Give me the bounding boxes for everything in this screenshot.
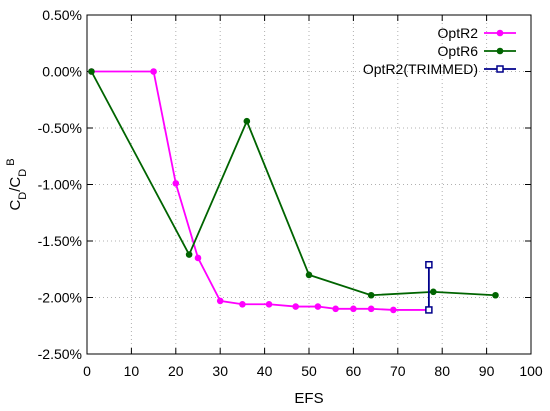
series-optr2 [88, 68, 433, 314]
y-tick-label: -2.50% [38, 346, 82, 362]
x-tick-label: 20 [168, 363, 184, 379]
axis-tick-labels: 0 10 20 30 40 50 60 70 80 90 100 -2.50% -2.00% -1.50%… [38, 7, 543, 379]
data-point-optr6 [430, 288, 437, 296]
legend-label: OptR6 [438, 43, 479, 59]
legend-item-optr2-trimmed: OptR2(TRIMMED) [363, 61, 516, 77]
data-point-optr2 [172, 180, 180, 187]
y-tick-label: -0.50% [38, 120, 82, 136]
data-point-optr2 [332, 305, 339, 313]
data-point-optr6 [185, 251, 193, 258]
y-axis-title-sup: B [5, 158, 17, 165]
legend-item-optr6: OptR6 [438, 43, 516, 59]
x-tick-label: 10 [124, 363, 140, 379]
series-optr6 [88, 68, 499, 299]
axis-ticks [86, 14, 532, 355]
data-point-optr2 [350, 305, 357, 313]
legend-marker [496, 29, 504, 37]
legend-label: OptR2(TRIMMED) [363, 61, 478, 77]
legend-marker [496, 65, 504, 73]
y-axis-title: CD/CDB [5, 158, 29, 210]
y-axis-title-sub2: D [17, 169, 29, 177]
data-point-optr6 [243, 117, 251, 125]
series-line-optr6 [90, 71, 496, 297]
data-point-optr2 [150, 68, 157, 75]
y-tick-label: 0.50% [42, 7, 82, 23]
y-axis-title-mid: /C [7, 177, 24, 192]
data-point-optr2 [216, 297, 224, 305]
data-point-optr2 [367, 305, 375, 313]
y-tick-label: 0.00% [42, 64, 82, 80]
data-point-optr6 [88, 68, 95, 75]
legend: OptR2 OptR6 OptR2(TRIMMED) [363, 25, 516, 77]
data-point-optr2-trimmed [425, 260, 433, 269]
x-tick-label: 0 [83, 363, 91, 379]
data-point-optr2 [239, 300, 246, 308]
data-point-optr6 [305, 271, 313, 279]
x-tick-label: 70 [390, 363, 406, 379]
x-tick-label: 90 [479, 363, 495, 379]
data-point-optr6 [492, 291, 499, 299]
legend-item-optr2: OptR2 [438, 25, 516, 41]
x-tick-label: 30 [212, 363, 228, 379]
series-optr2-trimmed [425, 260, 433, 314]
legend-marker [496, 47, 504, 55]
x-axis-title: EFS [294, 390, 323, 407]
x-tick-label: 60 [346, 363, 362, 379]
data-point-optr2 [194, 254, 202, 262]
x-tick-label: 50 [301, 363, 317, 379]
data-point-optr6 [367, 291, 375, 299]
data-point-optr2 [314, 303, 322, 310]
x-tick-label: 80 [434, 363, 450, 379]
y-tick-label: -1.00% [38, 177, 82, 193]
data-point-optr2 [265, 300, 273, 308]
x-tick-label: 40 [257, 363, 273, 379]
legend-label: OptR2 [438, 25, 479, 41]
data-point-optr2 [390, 306, 397, 314]
y-tick-label: -1.50% [38, 233, 82, 249]
series-layer [88, 68, 499, 314]
y-axis-title-sub1: D [17, 192, 29, 200]
y-axis-title-main: C [7, 200, 24, 211]
y-tick-label: -2.00% [38, 290, 82, 306]
data-point-optr2 [292, 303, 299, 310]
series-line-optr2 [91, 70, 429, 311]
x-tick-label: 100 [519, 363, 543, 379]
data-point-optr2-trimmed [425, 306, 433, 314]
